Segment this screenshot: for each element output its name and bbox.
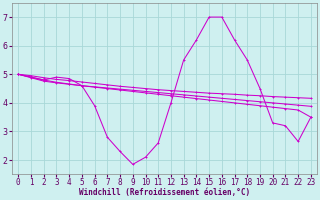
X-axis label: Windchill (Refroidissement éolien,°C): Windchill (Refroidissement éolien,°C): [79, 188, 250, 197]
